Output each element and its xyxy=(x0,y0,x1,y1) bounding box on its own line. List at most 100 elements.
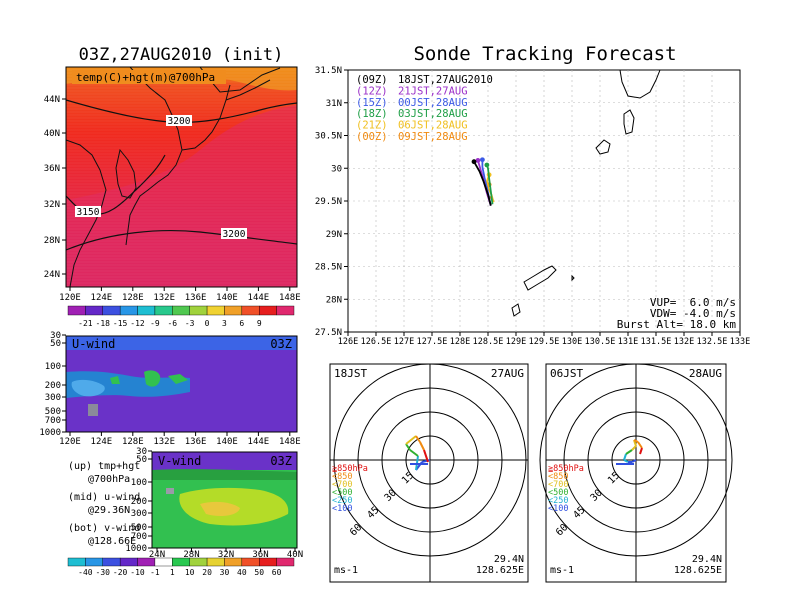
temp-colorbar-label: -12 xyxy=(130,319,145,328)
track-line xyxy=(473,161,492,206)
track-legend-time: 21JST,27AUG xyxy=(398,85,468,97)
map-label: temp(C)+hgt(m)@700hPa xyxy=(76,71,215,84)
hodograph-level-label: <100 xyxy=(332,504,352,514)
temp-colorbar-label: -18 xyxy=(96,319,111,328)
track-legend: (09Z) 18JST,27AUG2010 (12Z) 21JST,27AUG (15Z… xyxy=(356,74,493,143)
track-legend-time: 03JST,28AUG xyxy=(398,108,468,120)
map-lon-tick-label: 140E xyxy=(216,293,238,303)
track-lat-tick-label: 31.5N xyxy=(315,66,342,76)
temp-colorbar-label: 0 xyxy=(205,319,210,328)
hodograph-level-label: <500 xyxy=(548,488,568,498)
temp-colorbar-cell xyxy=(154,305,173,316)
hodograph-segment xyxy=(633,439,639,443)
map-lon-tick-label: 148E xyxy=(279,293,301,303)
hodograph-unit: ms-1 xyxy=(550,565,574,576)
u-lon-tick-label: 132E xyxy=(153,437,175,447)
temp-colorbar-cell xyxy=(102,305,121,316)
map-lon-ticks: 120E 124E 128E 132E 136E 140E 144E 148E xyxy=(59,287,301,303)
track-lat-tick-label: 28.5N xyxy=(315,263,342,273)
map-lon-tick-label: 132E xyxy=(153,293,175,303)
tracking-lon-ticks: 126E 126.5E 127E 127.5E 128E 128.5E 129E 129.5E… xyxy=(338,332,750,347)
v-lat-tick-label: 32N xyxy=(218,550,234,560)
temp-colorbar-label: -3 xyxy=(185,319,195,328)
u-p-tick-label: 300 xyxy=(45,393,61,403)
temp-colorbar-label: -9 xyxy=(150,319,160,328)
map-lon-tick-label: 136E xyxy=(185,293,207,303)
track-endpoint xyxy=(475,157,481,163)
wind-colorbar-label: -20 xyxy=(113,568,128,577)
u-p-tick-label: 200 xyxy=(45,381,61,391)
temp-colorbar-cell xyxy=(189,305,208,316)
contour-label-2: 3150 xyxy=(77,207,100,218)
height-contour-3200b xyxy=(66,229,297,251)
main-title: Sonde Tracking Forecast xyxy=(413,43,676,65)
track-lon-tick-label: 127E xyxy=(394,337,414,347)
temp-colorbar-label: -15 xyxy=(113,319,128,328)
wind-colorbar-label: 20 xyxy=(202,568,212,577)
hodograph-segment xyxy=(409,449,419,457)
hodograph-segment xyxy=(623,453,627,461)
v-wind-label: V-wind xyxy=(158,454,201,468)
hodograph-level-label: <100 xyxy=(548,504,568,514)
track-lat-tick-label: 30.5N xyxy=(315,132,342,142)
track-endpoint xyxy=(471,159,477,165)
v-wind-orange-core xyxy=(200,501,240,516)
v-lat-tick-label: 24N xyxy=(149,550,165,560)
height-contour-3200a xyxy=(66,99,297,123)
temp-colorbar-label: 9 xyxy=(257,319,262,328)
contour-label-1: 3200 xyxy=(168,116,191,127)
contour-label-bg-3 xyxy=(221,228,247,239)
contour-label-3: 3200 xyxy=(223,229,246,240)
legend-notes: (up) tmp+hgt @700hPa (mid) u-wind @29.36… xyxy=(68,461,140,547)
hodograph-segment xyxy=(423,449,429,463)
u-lon-tick-label: 140E xyxy=(216,437,238,447)
param-burst: Burst Alt= 18.0 km xyxy=(617,318,737,331)
wind-colorbar-label: -40 xyxy=(78,568,93,577)
u-lon-tick-label: 120E xyxy=(59,437,81,447)
track-legend-time: 06JST,28AUG xyxy=(398,120,468,132)
track-lon-tick-label: 127.5E xyxy=(417,337,448,347)
note-up-2: @700hPa xyxy=(88,474,130,485)
wind-colorbar-label: 30 xyxy=(220,568,230,577)
hodograph-level-label: <850 xyxy=(548,472,568,482)
note-up-1: (up) tmp+hgt xyxy=(68,461,140,472)
v-wind-upper-green xyxy=(152,469,297,480)
temp-colorbar-label: 3 xyxy=(222,319,227,328)
u-wind-frame xyxy=(65,335,298,433)
hodograph-level-label: <700 xyxy=(332,480,352,490)
wind-colorbar-cell xyxy=(259,557,277,567)
hodograph-lon: 128.625E xyxy=(674,565,722,576)
v-wind-top-band xyxy=(152,452,297,470)
track-lon-tick-label: 126E xyxy=(338,337,358,347)
track-lat-tick-label: 29N xyxy=(326,230,342,240)
temp-colorbar-label: -6 xyxy=(167,319,177,328)
hodograph-date: 28AUG xyxy=(689,367,722,380)
pink-zone xyxy=(66,105,297,287)
hodograph-segment xyxy=(639,447,643,455)
u-wind-green-blob-2 xyxy=(168,374,188,384)
hodograph-lon: 128.625E xyxy=(476,565,524,576)
map-lat-ticks: 44N 40N 36N 32N 28N 24N xyxy=(44,95,66,280)
v-p-tick-label: 300 xyxy=(131,509,147,519)
track-legend-code: (12Z) xyxy=(356,85,388,97)
v-wind-gray-mark xyxy=(166,488,174,494)
u-wind-time: 03Z xyxy=(270,337,292,351)
hodograph-date: 27AUG xyxy=(491,367,524,380)
wind-colorbar-label: -30 xyxy=(96,568,111,577)
u-lon-tick-label: 128E xyxy=(122,437,144,447)
track-lon-tick-label: 131.5E xyxy=(641,337,672,347)
map-label-box xyxy=(72,70,226,84)
wind-colorbar-label: 60 xyxy=(272,568,282,577)
temp-colorbar-cell xyxy=(259,305,277,316)
track-lon-tick-label: 130E xyxy=(562,337,582,347)
u-p-tick-label: 50 xyxy=(50,339,61,349)
map-lat-tick-label: 28N xyxy=(44,236,60,246)
v-p-tick-label: 30 xyxy=(136,447,147,457)
island-small-1 xyxy=(623,109,635,135)
wind-colorbar-label: -10 xyxy=(130,568,145,577)
hodograph-jst: 06JST xyxy=(550,367,583,380)
v-lat-tick-label: 28N xyxy=(183,550,199,560)
coastline-china xyxy=(66,139,107,287)
